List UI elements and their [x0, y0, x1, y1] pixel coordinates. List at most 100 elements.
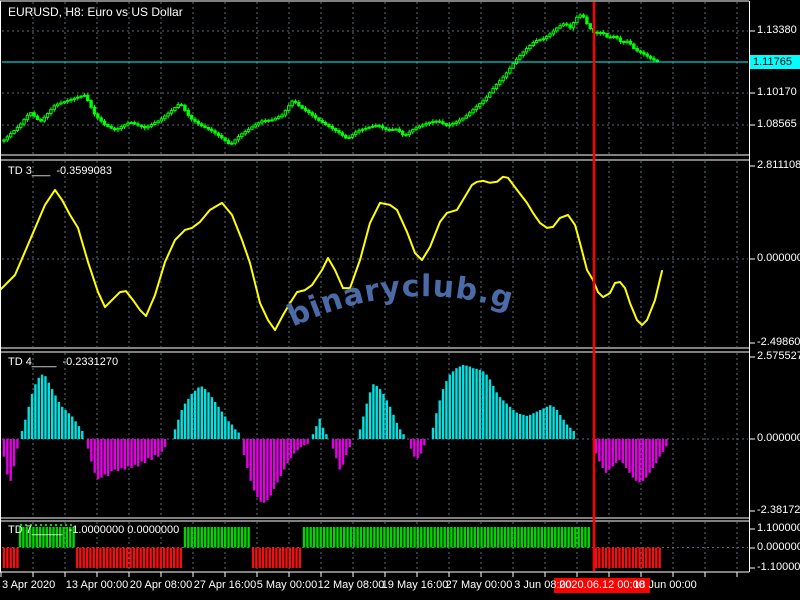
td7-name: TD 7_____ — [8, 524, 63, 536]
td4-bar-down — [648, 439, 651, 473]
candle-body — [220, 134, 224, 139]
candle-body — [243, 131, 247, 135]
td7-bar-up — [217, 527, 220, 548]
candle-body — [411, 129, 415, 133]
td4-bar-up — [435, 413, 438, 439]
candle-body — [380, 125, 385, 129]
candle-body — [441, 121, 445, 125]
date-label: 5 May 00:00 — [256, 579, 318, 591]
candle-body — [86, 94, 90, 102]
td4-bar-up — [482, 371, 485, 439]
candle-body — [287, 105, 291, 111]
td4-bar-up — [237, 432, 240, 439]
candle-body — [501, 76, 505, 82]
candle-body — [39, 119, 43, 122]
td7-bar-up — [487, 527, 490, 548]
candle-body — [226, 140, 231, 145]
td4-bar-down — [143, 439, 147, 464]
date-label: 18 Jun 00:00 — [633, 579, 697, 591]
td7-bar-up — [346, 527, 349, 548]
candle-body — [344, 134, 348, 139]
td7-bar-up — [460, 527, 463, 548]
td7-bar-up — [309, 527, 312, 548]
td4-bar-down — [628, 439, 631, 473]
td7-bar-up — [45, 527, 48, 548]
candle-body — [132, 122, 137, 125]
candle-body — [524, 48, 529, 53]
td7-bar-up — [48, 527, 52, 548]
td7-bar-up — [547, 527, 550, 548]
td4-bar-up — [230, 424, 234, 439]
td4-bar-up — [47, 382, 50, 439]
td4-bar-down — [86, 439, 90, 449]
td4-bar-up — [183, 403, 187, 439]
td7-bar-up — [35, 527, 38, 548]
candle-body — [216, 132, 221, 136]
candle-body — [116, 127, 120, 131]
td7-bar-down — [255, 547, 258, 568]
candle-body — [571, 22, 576, 29]
candle-body — [112, 127, 117, 131]
td7-bar-down — [95, 547, 99, 568]
td7-bar-down — [598, 547, 601, 568]
td7-bar-up — [376, 527, 379, 548]
candle-body — [317, 117, 321, 121]
td4-bar-up — [518, 413, 522, 439]
candle-body — [246, 128, 251, 133]
candle-body — [481, 100, 485, 105]
candle-body — [263, 120, 268, 123]
candle-body — [163, 115, 167, 120]
td7-bar-up — [477, 527, 480, 548]
td4-bar-up — [528, 414, 532, 439]
td4-bar-up — [24, 419, 27, 439]
td7-bar-up — [406, 527, 410, 548]
td4-bar-down — [157, 439, 160, 457]
td7-bar-down — [112, 547, 116, 568]
td7-bar-down — [132, 547, 136, 568]
td7-bar-up — [527, 527, 530, 548]
candle-body — [622, 40, 626, 43]
td7-bar-up — [396, 527, 399, 548]
vline-time-badge[interactable]: 2020.06.12 00:00 — [554, 578, 650, 593]
price-scale-label: 1.13380 — [757, 24, 797, 36]
td4-bar-up — [441, 389, 445, 439]
td3-scale-label: 2.8111087 — [757, 159, 800, 171]
candle-body — [52, 105, 56, 111]
candle-body — [648, 55, 653, 59]
td4-name: TD 4____ — [8, 356, 57, 368]
candle-body — [183, 104, 187, 111]
candle-body — [199, 123, 204, 127]
td4-bar-up — [549, 405, 552, 439]
td7-bar-up — [453, 527, 456, 548]
td7-bar-down — [12, 547, 16, 568]
candle-body — [22, 119, 26, 125]
td7-bar-down — [648, 547, 651, 568]
candle-body — [337, 130, 341, 134]
td7-bar-up — [349, 527, 353, 548]
td7-bar-up — [574, 527, 577, 548]
candle-body — [333, 128, 338, 132]
candle-body — [521, 51, 525, 57]
td4-bar-up — [512, 410, 515, 439]
candle-body — [293, 100, 298, 103]
td7-bar-up — [510, 527, 513, 548]
td4-bar-up — [385, 400, 388, 439]
candle-body — [625, 40, 629, 43]
candle-body — [119, 126, 123, 129]
candle-body — [89, 100, 93, 108]
candle-body — [601, 31, 606, 35]
td4-bar-down — [242, 439, 246, 456]
td7-bar-up — [52, 527, 55, 548]
candle-body — [367, 126, 371, 129]
candle-body — [414, 127, 418, 131]
td7-bar-up — [220, 527, 224, 548]
td7-bar-up — [38, 527, 42, 548]
candle-body — [283, 109, 288, 116]
td4-bar-up — [325, 434, 328, 439]
td7-bar-down — [651, 547, 655, 568]
candle-body — [143, 125, 147, 129]
candle-body — [551, 30, 556, 35]
